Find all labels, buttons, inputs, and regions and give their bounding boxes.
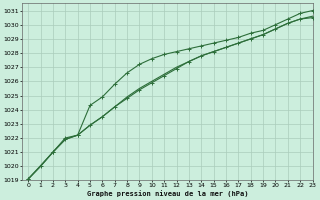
X-axis label: Graphe pression niveau de la mer (hPa): Graphe pression niveau de la mer (hPa) — [86, 190, 248, 197]
